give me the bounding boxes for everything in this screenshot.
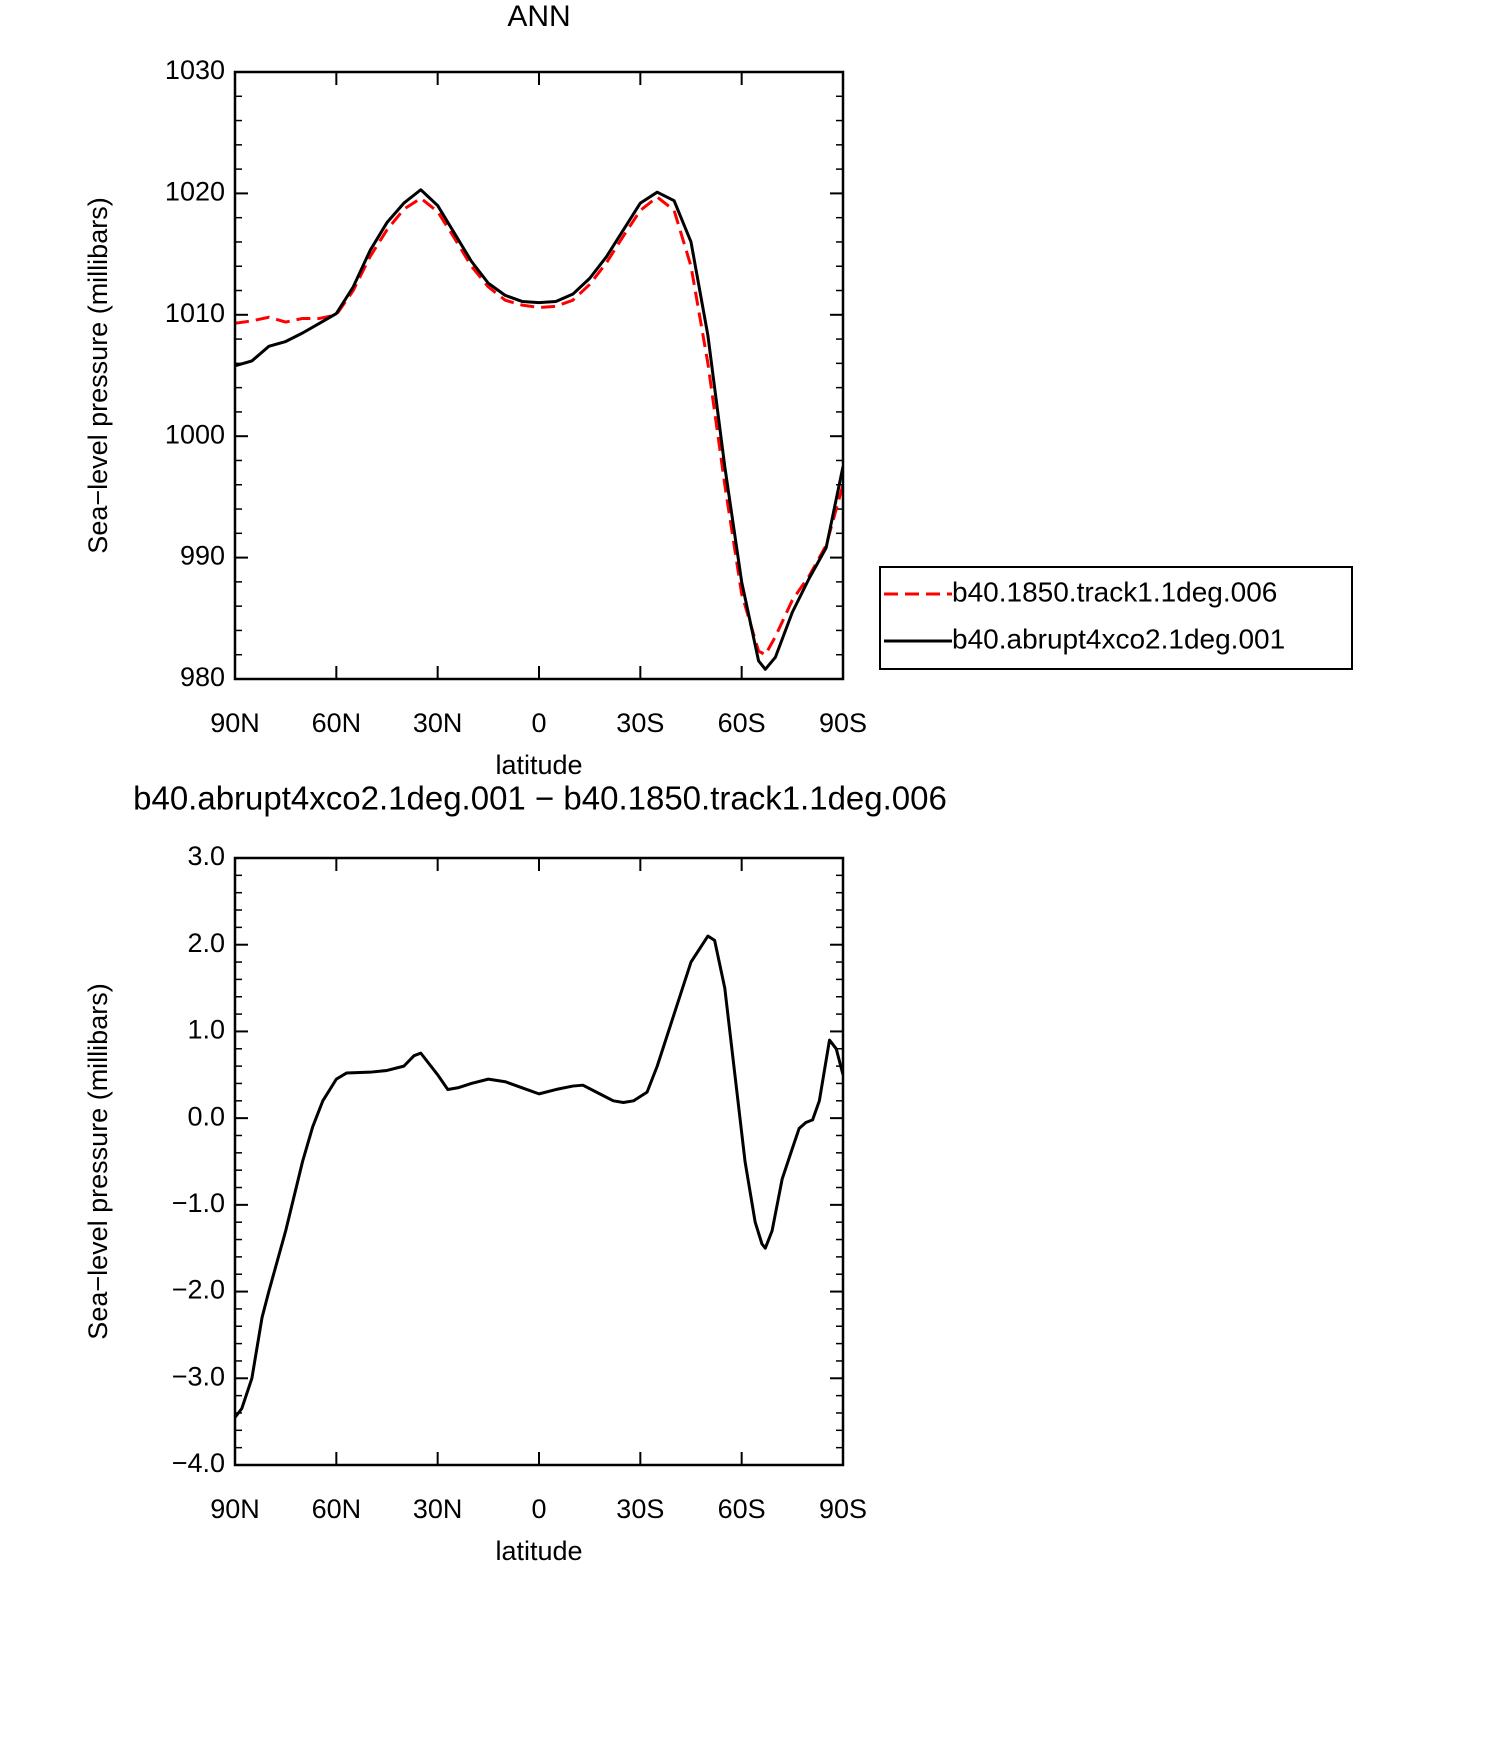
plot: ANN 980 990 1000 1010 1020 1030 90N 60N 30N 0 30S 60… (83, 0, 1353, 780)
x-tick-label: 90S (819, 1494, 867, 1524)
y-tick-label: 0.0 (187, 1101, 225, 1131)
y-tick-label: 1000 (165, 419, 225, 449)
y-tick-label: 1.0 (187, 1015, 225, 1045)
x-axis-label: latitude (495, 1536, 582, 1566)
x-tick-label: 90N (210, 708, 260, 738)
y-tick-label: −1.0 (172, 1188, 225, 1218)
x-tick-label: 0 (531, 1494, 546, 1524)
legend-box (879, 566, 1353, 670)
x-tick-label: 60N (312, 1494, 362, 1524)
y-tick-label: 3.0 (187, 841, 225, 871)
chart-title: ANN (507, 0, 570, 33)
y-tick-label: 1020 (165, 177, 225, 207)
x-tick-label: 0 (531, 708, 546, 738)
legend-label: b40.abrupt4xco2.1deg.001 (952, 623, 1285, 654)
data-layer (235, 188, 843, 671)
y-tick-label: 2.0 (187, 928, 225, 958)
y-tick-label: −2.0 (172, 1275, 225, 1305)
x-tick-label: 60S (718, 708, 766, 738)
y-axis-label: Sea−level pressure (millibars) (83, 983, 113, 1339)
x-tick-label: 30N (413, 708, 463, 738)
plot: b40.abrupt4xco2.1deg.001 − b40.1850.trac… (83, 780, 947, 1566)
x-tick-label: 90N (210, 1494, 260, 1524)
x-tick-label: 30N (413, 1494, 463, 1524)
x-tick-label: 30S (616, 1494, 664, 1524)
plot-frame (233, 856, 845, 1467)
series-line (235, 934, 843, 1419)
x-tick-label: 60S (718, 1494, 766, 1524)
series-line (235, 195, 843, 657)
plot-frame (233, 70, 845, 681)
y-tick-label: 1030 (165, 55, 225, 85)
legend-label: b40.1850.track1.1deg.006 (952, 576, 1277, 607)
x-tick-label: 60N (312, 708, 362, 738)
x-axis-label: latitude (495, 750, 582, 780)
y-tick-label: 1010 (165, 298, 225, 328)
x-tick-label: 90S (819, 708, 867, 738)
y-tick-label: −4.0 (172, 1448, 225, 1478)
y-tick-label: 990 (180, 541, 225, 571)
series-line (235, 188, 843, 671)
y-tick-label: −3.0 (172, 1361, 225, 1391)
y-tick-label: 980 (180, 662, 225, 692)
data-layer (235, 934, 843, 1419)
x-tick-label: 30S (616, 708, 664, 738)
chart-title: b40.abrupt4xco2.1deg.001 − b40.1850.trac… (133, 780, 947, 817)
y-axis-label: Sea−level pressure (millibars) (83, 197, 113, 553)
